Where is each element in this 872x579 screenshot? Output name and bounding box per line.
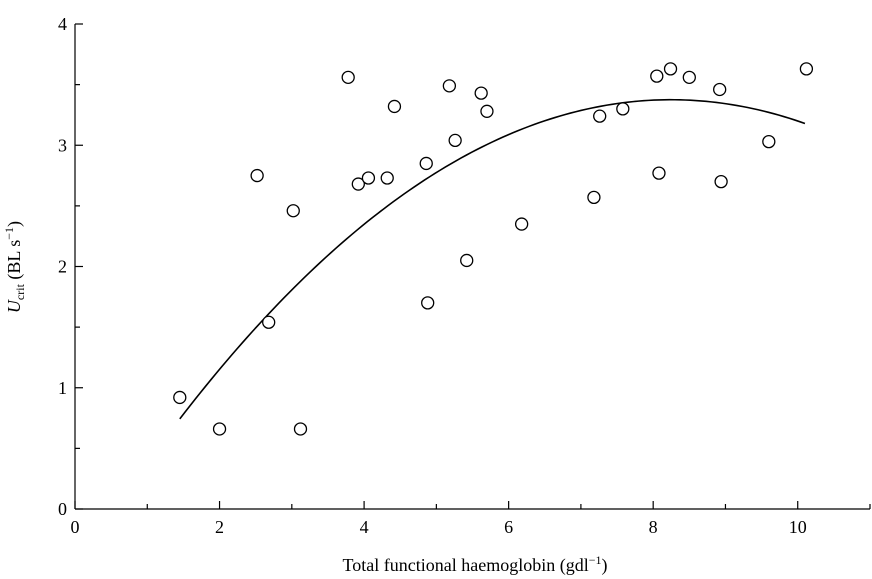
data-point xyxy=(587,190,601,205)
x-tick-label: 2 xyxy=(215,517,224,537)
data-point xyxy=(448,133,462,148)
data-point xyxy=(351,177,365,191)
x-tick-label: 4 xyxy=(360,517,369,537)
data-point xyxy=(387,99,402,114)
y-tick-label: 0 xyxy=(58,499,67,519)
data-point xyxy=(682,70,696,84)
axes xyxy=(74,24,870,510)
data-point xyxy=(419,156,433,171)
x-axis-label-text: Total functional haemoglobin (gdl xyxy=(343,555,589,576)
y-axis-label-sup: −1 xyxy=(2,227,16,240)
x-tick-label: 6 xyxy=(504,517,513,537)
y-tick-label: 3 xyxy=(58,135,67,155)
data-point xyxy=(250,168,264,183)
data-point xyxy=(616,102,630,116)
data-point xyxy=(286,204,300,218)
data-point xyxy=(361,171,376,185)
y-axis-label-end: ) xyxy=(4,221,25,227)
data-point xyxy=(663,62,678,76)
y-tick-label: 1 xyxy=(58,378,67,398)
y-tick-label: 2 xyxy=(58,257,67,277)
data-point xyxy=(173,390,187,405)
x-tick-label: 10 xyxy=(789,517,807,537)
data-point xyxy=(474,86,488,100)
x-tick-label: 8 xyxy=(649,517,658,537)
y-axis-label: Ucrit (BL s−1) xyxy=(2,221,27,313)
y-tick-label: 4 xyxy=(58,14,67,34)
y-axis-label-unit: (BL s xyxy=(4,240,25,284)
y-axis-label-sub: crit xyxy=(13,283,27,300)
data-point xyxy=(480,104,494,118)
data-point xyxy=(650,69,664,83)
x-axis-label-end: ) xyxy=(601,555,607,576)
data-points xyxy=(173,62,814,436)
data-point xyxy=(762,134,776,149)
data-point xyxy=(442,79,457,93)
data-point xyxy=(421,296,435,310)
x-axis-label: Total functional haemoglobin (gdl−1) xyxy=(343,553,608,576)
data-point xyxy=(341,70,355,84)
data-point xyxy=(713,82,727,97)
y-axis-label-symbol: U xyxy=(4,299,24,313)
data-point xyxy=(380,171,394,185)
y-ticks: 0 1 2 3 4 xyxy=(58,14,83,519)
data-point xyxy=(714,174,728,189)
data-point xyxy=(593,109,607,123)
data-point xyxy=(799,62,814,76)
x-ticks: 0 2 4 6 8 10 xyxy=(71,501,871,537)
x-axis-label-sup: −1 xyxy=(589,553,602,567)
data-point xyxy=(514,217,529,231)
data-point xyxy=(652,166,666,180)
fit-curve xyxy=(179,98,806,420)
data-point xyxy=(460,253,474,268)
x-tick-label: 0 xyxy=(71,517,80,537)
data-point xyxy=(293,422,308,436)
data-point xyxy=(262,315,276,329)
data-point xyxy=(212,422,227,436)
